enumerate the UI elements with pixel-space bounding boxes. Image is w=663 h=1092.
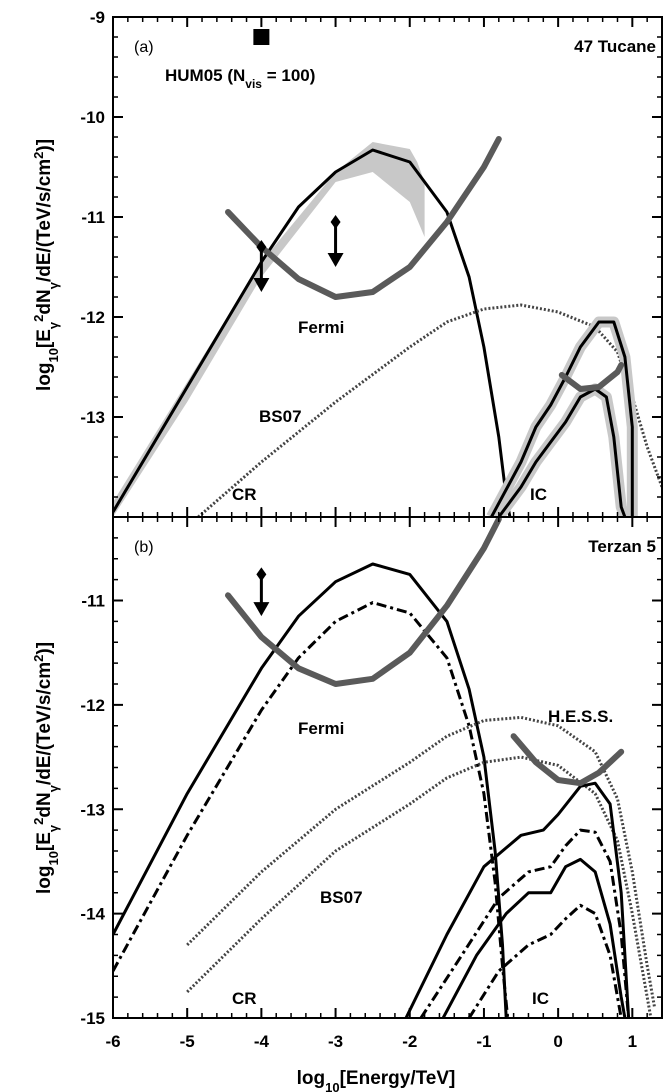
- panel-b-series: [113, 517, 657, 1018]
- x-tick-label: 1: [628, 1032, 637, 1051]
- y-tick-label: -10: [80, 108, 105, 127]
- x-axis-title: log10[Energy/TeV]: [297, 1068, 456, 1092]
- upper-limit-marker: [256, 567, 267, 582]
- panel-a: -9 -10 -11 -12 -13 (a) 47 Tucane HUM05 (Nvis…: [80, 8, 663, 518]
- hum05-label: HUM05 (Nvis = 100): [165, 66, 315, 91]
- fermi-label-a: Fermi: [298, 318, 344, 337]
- y-tick-label: -15: [80, 1009, 105, 1028]
- x-tick-label: -2: [402, 1032, 417, 1051]
- series-line-thick-gray: [510, 733, 625, 787]
- x-tick-label: 0: [553, 1032, 562, 1051]
- series-line-solid: [113, 562, 508, 1018]
- fermi-label-b: Fermi: [298, 719, 344, 738]
- y-axis-title-b: log10[Eγ2dNγ/dE/(TeV/s/cm2)]: [31, 642, 61, 894]
- series-line-dashdot: [419, 828, 631, 1018]
- x-tick-label: -3: [328, 1032, 343, 1051]
- series-line-thick-gray: [225, 136, 502, 300]
- y-tick-label: -12: [80, 696, 105, 715]
- y-tick-label: -11: [81, 208, 105, 227]
- panel-b-title: Terzan 5: [588, 537, 656, 556]
- series-line-dotted: [186, 715, 657, 1008]
- hess-label: H.E.S.S.: [548, 707, 613, 726]
- upper-limit-arrowhead: [327, 253, 344, 267]
- series-line-dashdot: [113, 601, 510, 1018]
- y-tick-label: -13: [80, 800, 105, 819]
- upper-limit-arrowhead: [253, 602, 270, 617]
- series-line-dashdot: [467, 903, 623, 1018]
- y-tick-label: -14: [80, 905, 105, 924]
- cr-label-b: CR: [232, 989, 257, 1008]
- series-band: [494, 383, 631, 517]
- panel-a-title: 47 Tucane: [574, 37, 656, 56]
- y-tick-label: -13: [80, 408, 105, 427]
- series-line-thick-gray: [225, 517, 502, 687]
- y-tick-label: -9: [90, 8, 105, 27]
- y-axis-title-a: log10[Eγ2dNγ/dE/(TeV/s/cm2)]: [31, 139, 61, 391]
- panel-b-ticks: -11 -12 -13 -14 -15: [80, 516, 662, 1028]
- ic-label-b: IC: [532, 989, 549, 1008]
- panel-b: -11 -12 -13 -14 -15 (b) Terzan 5 Fermi H.E.S…: [80, 516, 663, 1028]
- bs07-label-b: BS07: [320, 888, 363, 907]
- bs07-label-a: BS07: [259, 407, 302, 426]
- series-line-dotted: [197, 303, 662, 517]
- series-line-solid: [441, 857, 627, 1018]
- panel-a-series: [113, 29, 662, 517]
- hum05-point: [253, 29, 270, 45]
- x-tick-label: -1: [476, 1032, 491, 1051]
- panel-a-frame: [112, 16, 663, 518]
- cr-label-a: CR: [232, 485, 257, 504]
- series-line-solid: [404, 781, 631, 1018]
- y-tick-label: -12: [80, 308, 105, 327]
- x-tick-label: -4: [254, 1032, 270, 1051]
- series-line-thick-gray: [558, 362, 625, 392]
- panel-a-label: (a): [134, 39, 154, 56]
- upper-limit-marker: [330, 215, 341, 229]
- upper-limit-marker: [256, 240, 267, 254]
- x-tick-label: -6: [105, 1032, 120, 1051]
- y-tick-label: -11: [81, 592, 105, 611]
- x-tick-label: -5: [180, 1032, 195, 1051]
- series-line-solid: [497, 387, 627, 517]
- upper-limit-arrowhead: [253, 278, 270, 292]
- ic-label-a: IC: [530, 485, 547, 504]
- x-tick-labels: -6 -5 -4 -3 -2 -1 0 1: [105, 1032, 637, 1051]
- series-line-solid: [490, 320, 634, 517]
- series-line-dotted: [186, 755, 653, 1018]
- panel-b-label: (b): [134, 539, 154, 556]
- panel-b-frame: [112, 516, 663, 1019]
- series-band: [113, 142, 425, 517]
